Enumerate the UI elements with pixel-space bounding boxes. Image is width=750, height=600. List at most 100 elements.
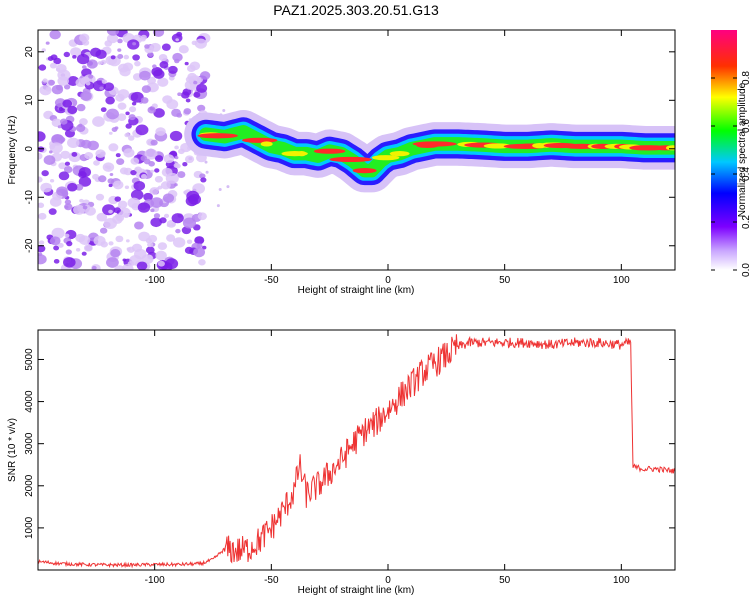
heatmap-noise-cell [92, 173, 100, 180]
x-tick-label: 50 [499, 575, 511, 586]
heatmap-noise-cell [58, 162, 67, 170]
snr-plot: -100 -50 0 50 100 1000 2000 3000 4000 5000 Heigh… [7, 329, 676, 596]
heatmap-noise-cell [123, 212, 130, 219]
heatmap-noise-cell [106, 257, 119, 268]
heatmap-noise-cell [199, 173, 206, 179]
heatmap-noise-cell [136, 261, 148, 270]
heatmap-noise-cell [108, 131, 113, 135]
heatmap-noise-cell [53, 259, 60, 264]
heatmap-noise-cell [73, 204, 86, 215]
heatmap-noise-cell [222, 109, 226, 113]
heatmap-noise-cell [64, 199, 72, 205]
heatmap-noise-cell [106, 30, 120, 36]
x-tick-label: -100 [145, 275, 165, 286]
heatmap-noise-cell [67, 182, 78, 192]
heatmap-ridge-hotspot [483, 143, 512, 149]
x-tick-label: -100 [145, 575, 165, 586]
heatmap-noise-cell [123, 54, 130, 60]
y-tick-label: -20 [24, 238, 35, 253]
heatmap-noise-cell [53, 57, 62, 65]
heatmap-noise-cell [64, 161, 71, 166]
heatmap-noise-cell [183, 108, 192, 115]
x-tick-label: -50 [264, 575, 279, 586]
heatmap-noise-cell [123, 148, 135, 158]
heatmap-noise-cell [65, 249, 72, 255]
heatmap-noise-cell [93, 160, 100, 166]
heatmap-noise-cell [72, 54, 77, 59]
heatmap-noise-cell [125, 123, 132, 129]
heatmap-ridge-hotspot [313, 148, 346, 154]
heatmap-noise-cell [183, 190, 188, 195]
heatmap-noise-cell [193, 247, 206, 258]
heatmap-noise-cell [102, 204, 116, 216]
heatmap-noise-cell [198, 259, 206, 266]
heatmap-noise-cell [188, 193, 202, 205]
heatmap-noise-cell [113, 207, 121, 214]
heatmap-noise-cell [48, 79, 55, 86]
heatmap-noise-cell [141, 85, 152, 93]
heatmap-noise-cell [47, 56, 54, 61]
heatmap-noise-cell [128, 114, 136, 121]
heatmap-noise-cell [38, 254, 47, 265]
colorbar-ticks: 0.0 0.2 0.4 0.6 0.8 [711, 71, 750, 277]
heatmap-noise-cell [150, 197, 164, 208]
heatmap-noise-cell [95, 149, 106, 158]
heatmap-noise-cell [45, 86, 51, 92]
heatmap-noise-cell [78, 235, 91, 245]
heatmap-noise-cell [101, 79, 108, 84]
heatmap-noise-cell [117, 38, 123, 44]
heatmap-noise-cell [117, 102, 127, 110]
heatmap-noise-cell [171, 108, 181, 117]
heatmap-noise-cell [173, 163, 180, 168]
heatmap-noise-cell [55, 84, 63, 91]
heatmap-noise-cell [175, 38, 179, 42]
heatmap-noise-cell [49, 144, 56, 150]
heatmap-noise-cell [81, 251, 87, 256]
heatmap-noise-cell [119, 167, 129, 175]
colorbar-gradient [711, 30, 737, 270]
heatmap-noise-cell [116, 214, 125, 222]
heatmap-noise-cell [70, 47, 82, 57]
heatmap-noise-cell [110, 248, 121, 258]
heatmap-noise-cell [166, 223, 171, 227]
heatmap-noise-cell [193, 80, 198, 85]
heatmap-noise-cell [150, 169, 154, 173]
heatmap-noise-cell [96, 212, 108, 222]
heatmap-noise-cell [152, 64, 157, 69]
heatmap-noise-cell [63, 51, 71, 58]
heatmap-noise-cell [160, 181, 171, 190]
heatmap-noise-cell [38, 152, 43, 160]
heatmap-noise-cell [76, 53, 90, 65]
heatmap-noise-cell [95, 193, 105, 201]
heatmap-noise-cell [194, 38, 207, 49]
heatmap-noise-cell [63, 84, 71, 90]
heatmap-noise-cell [182, 162, 188, 167]
heatmap-noise-cell [134, 221, 144, 230]
spectrogram-frame [37, 29, 676, 271]
heatmap-noise-cell [53, 245, 60, 251]
heatmap-noise-cell [154, 168, 160, 173]
heatmap-noise-cell [75, 247, 81, 252]
heatmap-noise-cell [127, 260, 135, 267]
heatmap-noise-cell [38, 240, 45, 245]
heatmap-noise-cell [108, 183, 113, 188]
heatmap-noise-cell [175, 228, 181, 234]
colorbar: 0.0 0.2 0.4 0.6 0.8 Normalized spectral ampl… [711, 30, 750, 277]
heatmap-noise-cell [157, 242, 168, 251]
heatmap-noise-cell [91, 265, 97, 270]
heatmap-noise-cell [82, 205, 88, 210]
snr-frame [37, 329, 676, 571]
heatmap-noise-cell [45, 41, 50, 45]
heatmap-noise-cell [83, 244, 93, 252]
heatmap-noise-cell [171, 33, 183, 43]
x-tick-label: 0 [385, 275, 391, 286]
heatmap-noise-cell [163, 154, 175, 164]
heatmap-noise-cell [100, 59, 107, 65]
heatmap-noise-cell [103, 82, 115, 92]
heatmap-noise-cell [140, 173, 148, 180]
heatmap-ridge-hotspot [296, 151, 307, 157]
snr-x-axis: -100 -50 0 50 100 [145, 330, 630, 586]
heatmap-noise-cell [191, 40, 198, 46]
heatmap-noise-cell [62, 99, 73, 108]
